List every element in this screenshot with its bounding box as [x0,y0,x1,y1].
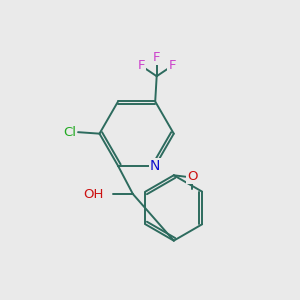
Text: OH: OH [84,188,104,201]
Text: F: F [137,59,145,72]
Text: F: F [168,59,176,72]
Text: Cl: Cl [63,126,76,139]
Text: N: N [150,159,160,173]
Text: O: O [187,170,197,183]
Text: F: F [153,51,160,64]
